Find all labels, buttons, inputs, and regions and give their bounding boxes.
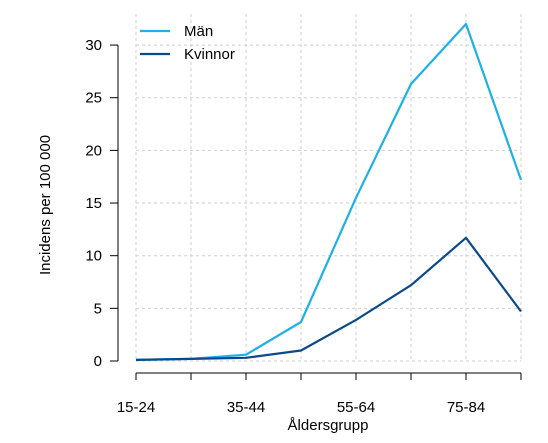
y-tick-label: 30	[85, 37, 102, 54]
series-lines	[135, 22, 523, 361]
legend-label: Män	[184, 23, 213, 40]
axes: 0 5 10 15 20 25 30 15-24 35-44 55-64 75-84	[85, 37, 522, 416]
x-tick-label: 55-64	[337, 399, 375, 416]
legend: Män Kvinnor	[140, 23, 235, 63]
y-axis-label: Incidens per 100 000	[37, 135, 54, 275]
y-tick-label: 15	[85, 195, 102, 212]
y-tick-label: 20	[85, 142, 102, 159]
y-tick-label: 5	[94, 300, 102, 317]
x-axis-label: Åldersgrupp	[288, 417, 369, 434]
x-tick-label: 75-84	[447, 399, 485, 416]
gridlines	[135, 14, 522, 362]
x-tick-label: 35-44	[227, 399, 265, 416]
series-line-kvinnor	[135, 236, 522, 361]
y-tick-label: 25	[85, 90, 102, 107]
series-line-man	[135, 22, 523, 361]
legend-label: Kvinnor	[184, 46, 235, 63]
y-tick-label: 10	[85, 248, 102, 265]
y-tick-label: 0	[94, 353, 102, 370]
x-tick-label: 15-24	[117, 399, 155, 416]
